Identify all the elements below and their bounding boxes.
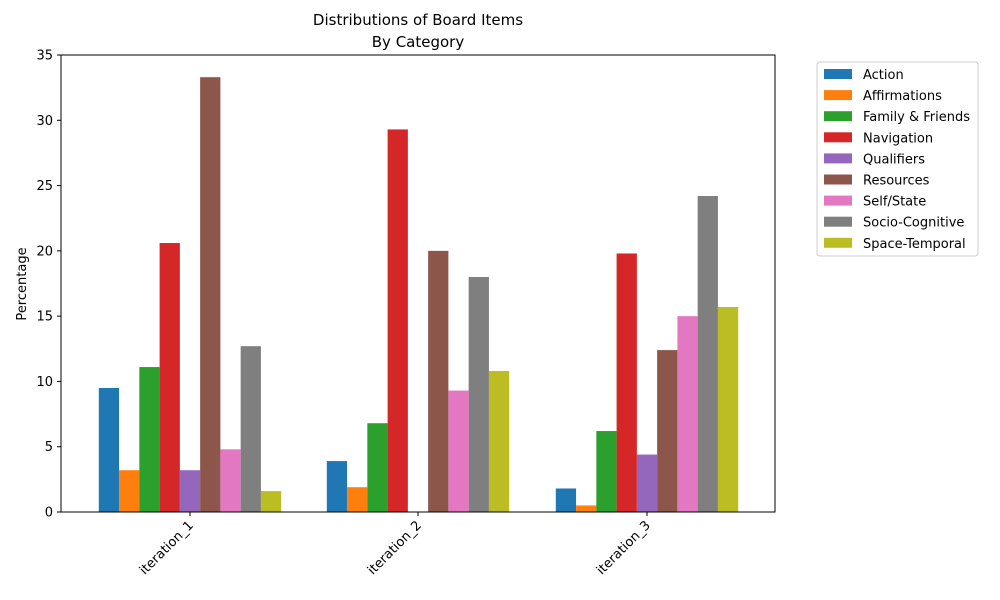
legend-label: Family & Friends: [863, 110, 970, 125]
bar-family-friends-iteration-1: [139, 367, 160, 512]
legend-label: Affirmations: [863, 89, 942, 104]
bar-navigation-iteration-1: [159, 243, 180, 512]
legend-swatch: [824, 90, 852, 101]
legend-swatch: [824, 174, 852, 185]
y-tick-label: 5: [45, 440, 53, 455]
legend-swatch: [824, 69, 852, 79]
bar-qualifiers-iteration-1: [179, 470, 201, 512]
y-tick-label: 35: [36, 49, 53, 64]
y-tick-label: 30: [36, 114, 53, 129]
bar-resources-iteration-1: [200, 77, 221, 512]
legend-swatch: [824, 111, 852, 122]
y-tick-label: 10: [36, 375, 53, 390]
legend-label: Resources: [863, 174, 930, 189]
y-tick-label: 0: [45, 506, 53, 521]
bar-navigation-iteration-2: [387, 129, 408, 512]
chart-title-line-1: Distributions of Board Items: [313, 11, 523, 29]
bar-socio-cognitive-iteration-2: [468, 276, 489, 512]
legend-label: Space-Temporal: [863, 237, 966, 252]
x-axis: iteration_1 iteration_2 iteration_3: [137, 512, 654, 578]
bar-family-friends-iteration-2: [367, 423, 388, 512]
bar-action-iteration-2: [326, 461, 348, 512]
y-axis: 0 5 10 15 20 25 30 35: [36, 49, 61, 521]
bar-resources-iteration-2: [428, 250, 449, 512]
y-axis-label: Percentage: [15, 247, 30, 320]
legend-swatch: [824, 132, 852, 143]
y-tick-label: 15: [36, 310, 53, 325]
bar-space-temporal-iteration-3: [717, 307, 739, 512]
bar-resources-iteration-3: [657, 350, 678, 512]
bar-self-state-iteration-1: [220, 449, 241, 512]
legend-label: Navigation: [863, 131, 933, 146]
y-tick-label: 20: [36, 244, 53, 259]
bar-socio-cognitive-iteration-3: [697, 196, 718, 512]
legend-swatch: [824, 195, 852, 206]
bar-action-iteration-3: [555, 488, 577, 512]
legend: Action Affirmations Family & Friends Naviga…: [816, 61, 979, 257]
bar-self-state-iteration-3: [677, 316, 698, 512]
bar-action-iteration-1: [98, 387, 120, 512]
bar-affirmations-iteration-3: [576, 505, 597, 512]
bar-affirmations-iteration-1: [119, 470, 140, 512]
bar-self-state-iteration-2: [448, 390, 469, 512]
legend-swatch: [824, 153, 852, 164]
bar-affirmations-iteration-2: [347, 487, 368, 512]
legend-label: Socio-Cognitive: [863, 216, 964, 231]
legend-swatch: [824, 237, 852, 248]
legend-label: Action: [863, 68, 904, 83]
legend-label: Self/State: [863, 195, 926, 210]
bar-space-temporal-iteration-2: [488, 370, 510, 512]
bars-group: [98, 77, 739, 512]
x-tick-label: iteration_2: [365, 518, 425, 578]
x-tick-label: iteration_1: [137, 518, 197, 578]
chart-title-line-2: By Category: [372, 33, 465, 51]
bar-socio-cognitive-iteration-1: [240, 346, 261, 512]
bar-navigation-iteration-3: [616, 253, 637, 512]
bar-space-temporal-iteration-1: [260, 491, 282, 512]
x-tick-label: iteration_3: [594, 518, 654, 578]
legend-label: Qualifiers: [863, 152, 925, 167]
legend-box: [816, 61, 979, 257]
y-tick-label: 25: [36, 179, 53, 194]
legend-swatch: [824, 216, 852, 227]
bar-family-friends-iteration-3: [596, 431, 617, 512]
bar-qualifiers-iteration-3: [636, 454, 658, 512]
